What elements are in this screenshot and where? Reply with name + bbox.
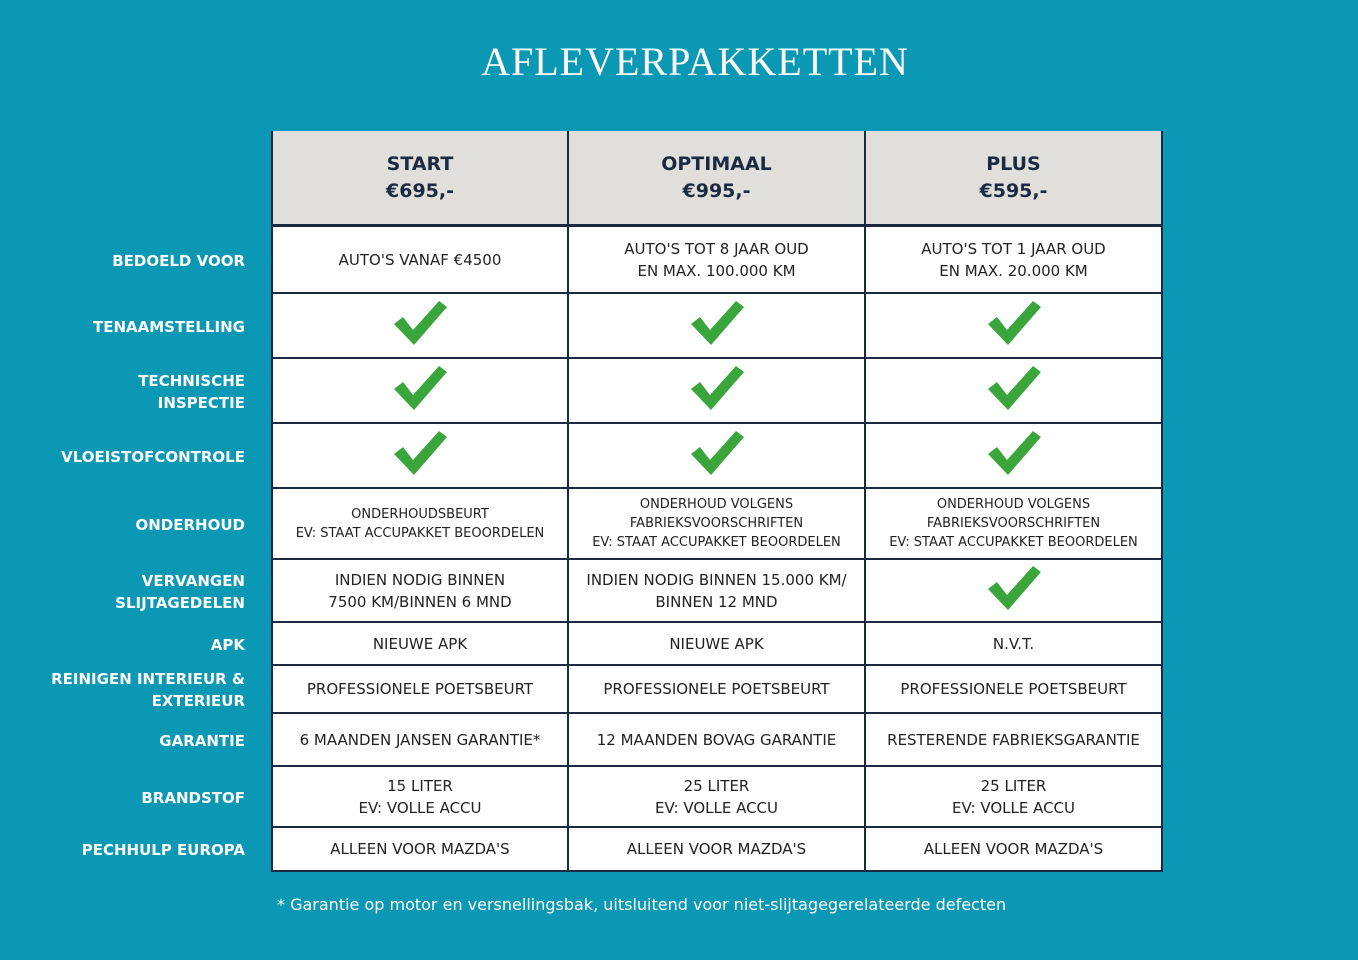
table-cell xyxy=(866,424,1163,489)
table-cell: NIEUWE APK xyxy=(271,623,569,666)
row-label: ONDERHOUD xyxy=(135,515,246,534)
table-cell: PROFESSIONELE POETSBEURT xyxy=(866,666,1163,714)
row-label: APK xyxy=(210,635,245,654)
row-label: TENAAMSTELLING xyxy=(92,317,245,336)
row-label: REINIGEN INTERIEUR & EXTERIEUR xyxy=(51,670,245,710)
check-icon xyxy=(985,428,1043,484)
table-cell: AUTO'S VANAF €4500 xyxy=(271,227,569,294)
table-cell: 6 MAANDEN JANSEN GARANTIE* xyxy=(271,714,569,767)
package-header-start: START €695,- xyxy=(271,131,569,227)
table-cell: N.V.T. xyxy=(866,623,1163,666)
table-cell xyxy=(271,424,569,489)
package-header-optimaal: OPTIMAAL €995,- xyxy=(569,131,866,227)
table-cell xyxy=(271,294,569,359)
row-label: GARANTIE xyxy=(159,731,245,750)
check-icon xyxy=(391,363,449,419)
check-icon xyxy=(985,363,1043,419)
footnote: * Garantie op motor en versnellingsbak, … xyxy=(277,895,1007,914)
table-cell xyxy=(271,359,569,424)
row-label: BEDOELD VOOR xyxy=(112,251,245,270)
package-price: €995,- xyxy=(682,179,751,202)
check-icon xyxy=(985,563,1043,619)
header-spacer xyxy=(0,131,271,227)
table-cell: 25 LITER EV: VOLLE ACCU xyxy=(866,767,1163,828)
table-cell: ONDERHOUDSBEURT EV: STAAT ACCUPAKKET BEO… xyxy=(271,489,569,560)
table-cell: NIEUWE APK xyxy=(569,623,866,666)
table-cell: ALLEEN VOOR MAZDA'S xyxy=(271,828,569,872)
table-cell: ONDERHOUD VOLGENS FABRIEKSVOORSCHRIFTEN … xyxy=(866,489,1163,560)
check-icon xyxy=(391,428,449,484)
package-name: PLUS xyxy=(986,152,1041,175)
row-label: VLOEISTOFCONTROLE xyxy=(61,447,245,466)
check-icon xyxy=(985,298,1043,354)
packages-table: START €695,- OPTIMAAL €995,- PLUS €595,- BEDOE… xyxy=(0,131,1163,872)
table-cell xyxy=(569,359,866,424)
page-title: AFLEVERPAKKETTEN xyxy=(481,39,909,84)
table-cell: 12 MAANDEN BOVAG GARANTIE xyxy=(569,714,866,767)
check-icon xyxy=(688,298,746,354)
table-cell: INDIEN NODIG BINNEN 7500 KM/BINNEN 6 MND xyxy=(271,560,569,623)
row-label: PECHHULP EUROPA xyxy=(81,841,245,859)
table-cell: ONDERHOUD VOLGENS FABRIEKSVOORSCHRIFTEN … xyxy=(569,489,866,560)
table-cell: RESTERENDE FABRIEKSGARANTIE xyxy=(866,714,1163,767)
package-price: €695,- xyxy=(386,179,454,202)
package-name: OPTIMAAL xyxy=(661,152,772,175)
table-cell: AUTO'S TOT 1 JAAR OUD EN MAX. 20.000 KM xyxy=(866,227,1163,294)
package-name: START xyxy=(386,152,454,175)
table-cell xyxy=(866,359,1163,424)
table-cell: ALLEEN VOOR MAZDA'S xyxy=(866,828,1163,872)
table-cell: ALLEEN VOOR MAZDA'S xyxy=(569,828,866,872)
table-cell xyxy=(866,560,1163,623)
package-price: €595,- xyxy=(979,179,1048,202)
table-cell: 25 LITER EV: VOLLE ACCU xyxy=(569,767,866,828)
row-label: BRANDSTOF xyxy=(141,788,245,807)
row-label: TECHNISCHE INSPECTIE xyxy=(138,371,245,412)
check-icon xyxy=(391,298,449,354)
table-cell xyxy=(569,294,866,359)
table-cell xyxy=(569,424,866,489)
check-icon xyxy=(688,428,746,484)
table-cell: INDIEN NODIG BINNEN 15.000 KM/ BINNEN 12… xyxy=(569,560,866,623)
row-label: VERVANGEN SLIJTAGEDELEN xyxy=(115,571,245,612)
table-cell xyxy=(866,294,1163,359)
table-cell: AUTO'S TOT 8 JAAR OUD EN MAX. 100.000 KM xyxy=(569,227,866,294)
check-icon xyxy=(688,363,746,419)
table-cell: PROFESSIONELE POETSBEURT xyxy=(569,666,866,714)
table-cell: 15 LITER EV: VOLLE ACCU xyxy=(271,767,569,828)
table-cell: PROFESSIONELE POETSBEURT xyxy=(271,666,569,714)
package-header-plus: PLUS €595,- xyxy=(866,131,1163,227)
